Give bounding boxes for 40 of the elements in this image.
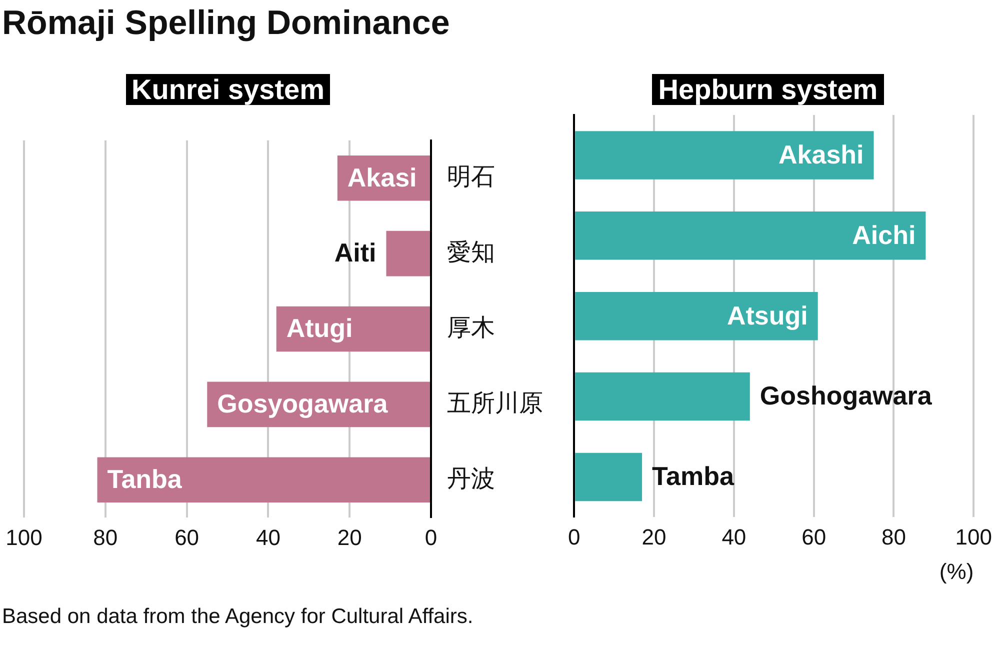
x-tick-label: 80 xyxy=(882,524,906,550)
x-axis-title: (%) xyxy=(939,558,974,584)
x-tick-label: 60 xyxy=(174,524,200,550)
x-tick-label: 60 xyxy=(802,524,826,550)
y-tick-label: 五所川原 xyxy=(447,390,543,418)
chart-subtitle: Kunrei system xyxy=(126,74,330,105)
chart-title: Hepburn system xyxy=(652,74,884,105)
annotation: Akasi xyxy=(347,162,417,192)
x-tick-label: 100 xyxy=(6,524,42,550)
chart-title: Rōmaji Spelling Dominance xyxy=(2,4,450,43)
bar xyxy=(575,131,874,180)
bar xyxy=(575,452,642,502)
annotation: Atsugi xyxy=(726,300,808,330)
annotation: Akashi xyxy=(778,139,864,170)
x-tick-label: 40 xyxy=(722,524,746,550)
bar xyxy=(575,212,926,260)
annotation: Gosyogawara xyxy=(217,388,388,419)
x-tick-label: 80 xyxy=(93,524,118,550)
annotation: Tamba xyxy=(652,461,734,492)
bar xyxy=(276,306,430,352)
bar xyxy=(575,372,750,421)
annotation: Aichi xyxy=(852,220,916,250)
bar xyxy=(575,292,818,340)
x-tick-label: 100 xyxy=(955,524,992,550)
y-tick-label: 愛知 xyxy=(447,239,495,266)
annotation: Aiti xyxy=(334,238,376,268)
x-tick-label: 20 xyxy=(337,524,362,550)
annotation: Goshogawara xyxy=(760,380,932,411)
text: Based on data from the Agency for Cultural Affairs. xyxy=(2,604,474,630)
x-tick-label: 40 xyxy=(256,524,280,550)
annotation: Tanba xyxy=(107,464,182,494)
y-tick-label: 丹波 xyxy=(447,466,495,493)
y-tick-label: 厚木 xyxy=(447,314,495,342)
annotation: Atugi xyxy=(286,313,353,344)
bar xyxy=(97,457,430,503)
x-tick-label: 20 xyxy=(642,524,666,550)
x-tick-label: 0 xyxy=(568,524,580,550)
x-tick-label: 0 xyxy=(424,524,438,550)
y-tick-label: 明石 xyxy=(447,164,495,191)
bar xyxy=(386,230,430,276)
